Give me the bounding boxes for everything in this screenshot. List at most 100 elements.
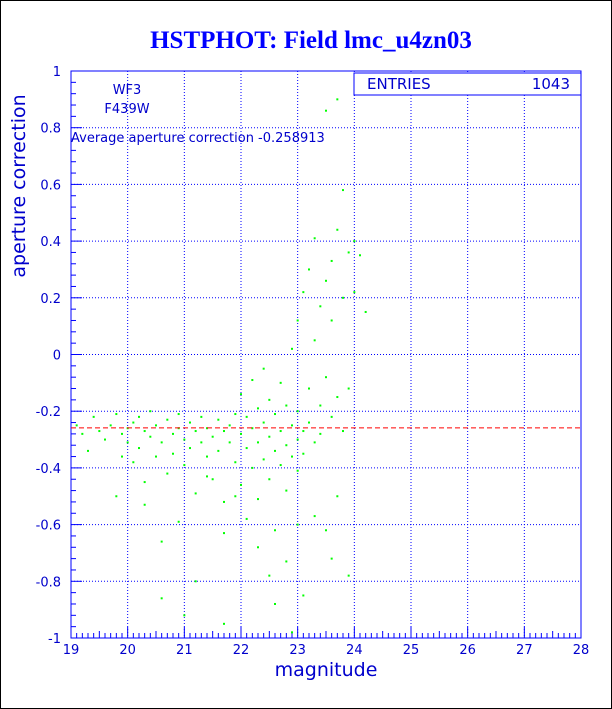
data-point — [313, 441, 316, 444]
data-point — [172, 432, 174, 435]
data-point — [268, 574, 271, 577]
data-point — [336, 228, 339, 231]
data-point — [342, 296, 344, 299]
data-point — [92, 415, 95, 418]
data-point — [189, 421, 191, 424]
x-tick-label: 21 — [176, 643, 193, 658]
data-point — [319, 404, 322, 407]
data-point — [325, 279, 327, 282]
x-tick-label: 22 — [233, 643, 250, 658]
data-point — [313, 515, 316, 518]
data-point — [121, 432, 123, 435]
data-point — [296, 438, 299, 441]
data-point — [132, 421, 135, 424]
data-point — [251, 427, 254, 430]
data-point — [149, 410, 152, 413]
stats-entries-label: ENTRIES — [367, 75, 431, 93]
x-axis-title: magnitude — [275, 659, 378, 681]
data-point — [223, 532, 225, 535]
data-point — [268, 478, 271, 481]
data-point — [285, 489, 288, 492]
data-point — [364, 310, 367, 313]
data-point — [342, 189, 344, 192]
data-point — [319, 305, 322, 308]
data-point — [291, 631, 293, 634]
x-tick-label: 26 — [459, 643, 476, 658]
data-point — [296, 319, 299, 322]
data-point — [138, 415, 140, 418]
data-point — [279, 464, 282, 467]
data-point — [308, 421, 310, 424]
x-tick-label: 27 — [516, 643, 533, 658]
data-point — [143, 503, 146, 506]
y-tick-label: -0.8 — [36, 575, 61, 590]
data-point — [313, 339, 316, 342]
data-point — [87, 449, 89, 452]
data-point — [149, 435, 152, 438]
data-point — [115, 413, 118, 416]
data-point — [234, 495, 237, 498]
data-point — [115, 495, 118, 498]
data-point — [211, 478, 214, 481]
data-point — [138, 447, 140, 450]
data-point — [330, 259, 333, 262]
data-point — [166, 418, 169, 421]
data-point — [347, 574, 350, 577]
data-point — [359, 254, 361, 257]
data-point — [308, 268, 310, 271]
data-point — [75, 424, 78, 427]
data-point — [268, 435, 271, 438]
data-point — [126, 441, 129, 444]
chart-title: HSTPHOT: Field lmc_u4zn03 — [150, 27, 472, 54]
data-point — [347, 387, 350, 390]
data-point — [160, 540, 163, 543]
data-point — [279, 430, 282, 433]
data-point — [217, 449, 220, 452]
x-tick-label: 23 — [289, 643, 306, 658]
data-point — [240, 393, 242, 396]
data-point — [183, 614, 186, 617]
data-point — [325, 529, 327, 532]
data-point — [274, 529, 276, 532]
data-point — [206, 455, 208, 458]
data-point — [262, 458, 265, 461]
data-point — [302, 430, 305, 433]
x-tick-label: 20 — [119, 643, 136, 658]
y-tick-label: 0.6 — [40, 178, 61, 193]
y-tick-label: 0.4 — [40, 235, 61, 250]
data-point — [98, 430, 101, 433]
data-point — [223, 622, 225, 625]
data-point — [291, 424, 293, 427]
data-point — [319, 432, 322, 435]
data-point — [330, 415, 333, 418]
data-point — [325, 109, 327, 112]
y-tick-label: 1 — [53, 65, 61, 80]
data-point — [177, 520, 180, 523]
data-point — [228, 424, 231, 427]
data-point — [155, 455, 157, 458]
x-tick-label: 25 — [403, 643, 420, 658]
data-point — [143, 430, 146, 433]
data-point — [177, 413, 180, 416]
data-point — [240, 432, 242, 435]
data-point — [291, 455, 293, 458]
data-point — [166, 472, 169, 475]
filter-label: F439W — [104, 102, 149, 117]
data-point — [296, 469, 299, 472]
data-point — [234, 461, 237, 464]
data-point — [336, 98, 339, 101]
data-point — [189, 447, 191, 450]
data-point — [223, 430, 225, 433]
data-point — [291, 347, 293, 350]
data-point — [200, 415, 203, 418]
data-point — [240, 483, 242, 486]
data-point — [194, 430, 197, 433]
data-point — [143, 481, 146, 484]
stats-entries-value: 1043 — [532, 75, 570, 93]
data-point — [194, 492, 197, 495]
stats-box — [353, 72, 582, 96]
y-tick-label: 0.2 — [40, 292, 61, 307]
data-point — [132, 461, 135, 464]
data-point — [251, 466, 254, 469]
